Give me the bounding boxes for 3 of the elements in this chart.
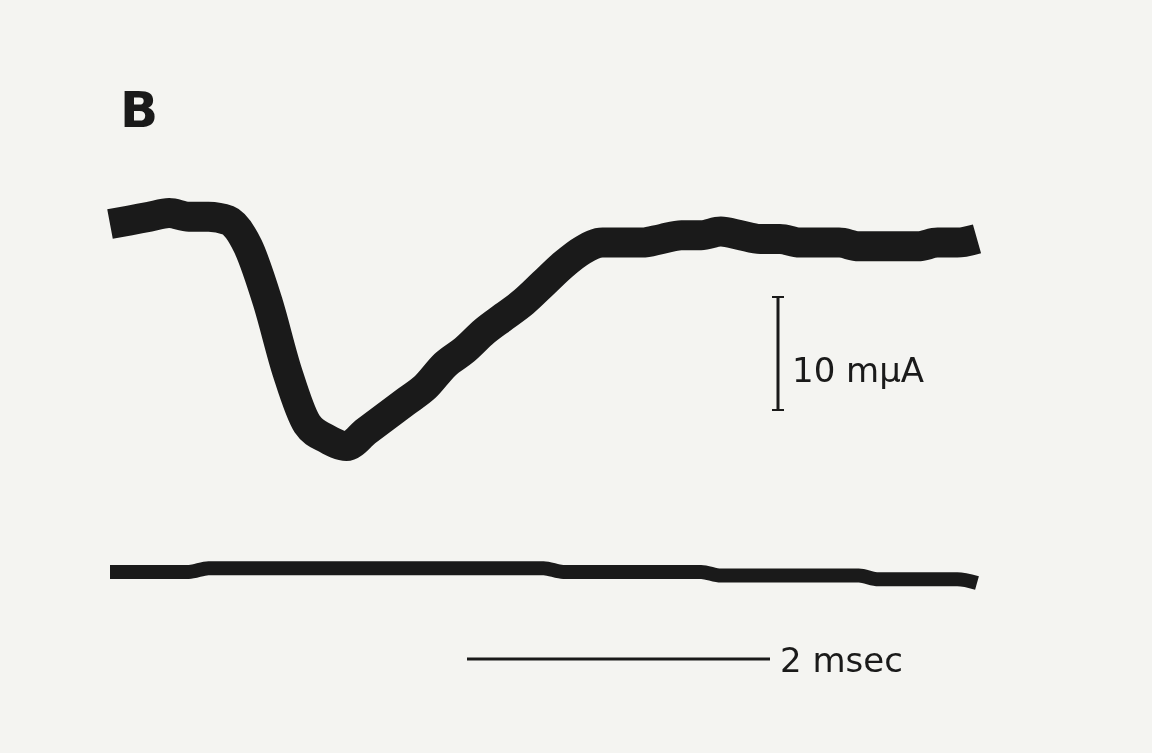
text: 2 msec bbox=[780, 640, 903, 680]
chart-title: B bbox=[120, 81, 159, 139]
annotation: 10 mμA bbox=[792, 350, 925, 390]
